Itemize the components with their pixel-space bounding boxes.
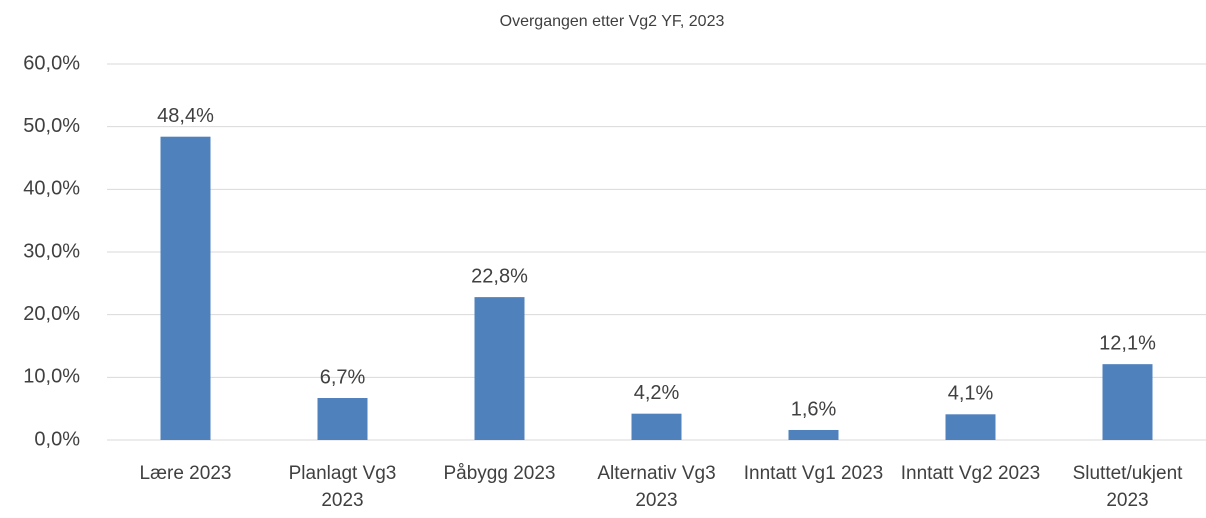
value-label: 6,7% [320,366,366,388]
y-tick-label: 20,0% [23,303,80,325]
x-tick-label: Planlagt Vg3 2023 [288,463,397,511]
y-tick-label: 60,0% [23,52,80,74]
x-tick-label: Sluttet/ukjent 2023 [1072,463,1183,511]
bar [474,297,525,440]
y-tick-label: 40,0% [23,178,80,200]
value-label: 4,2% [634,382,680,404]
chart-title: Overgangen etter Vg2 YF, 2023 [500,13,725,30]
x-tick-label: Inntatt Vg2 2023 [900,463,1041,484]
x-tick-label: Inntatt Vg1 2023 [743,463,884,484]
value-label: 1,6% [791,398,837,420]
bar [317,398,368,440]
value-label: 12,1% [1099,332,1156,354]
x-tick-label: Påbygg 2023 [443,463,556,484]
bar [1102,364,1153,440]
value-label: 4,1% [948,383,994,405]
bar [631,413,682,440]
value-label: 48,4% [157,105,214,127]
x-tick-label: Alternativ Vg3 2023 [597,463,716,511]
x-tick-label: Lære 2023 [139,463,232,484]
y-tick-label: 0,0% [34,428,80,450]
bar [788,429,839,440]
y-tick-label: 10,0% [23,366,80,388]
y-tick-label: 30,0% [23,240,80,262]
bar [160,136,211,440]
bar [945,414,996,440]
y-tick-label: 50,0% [23,115,80,137]
value-label: 22,8% [471,265,528,287]
